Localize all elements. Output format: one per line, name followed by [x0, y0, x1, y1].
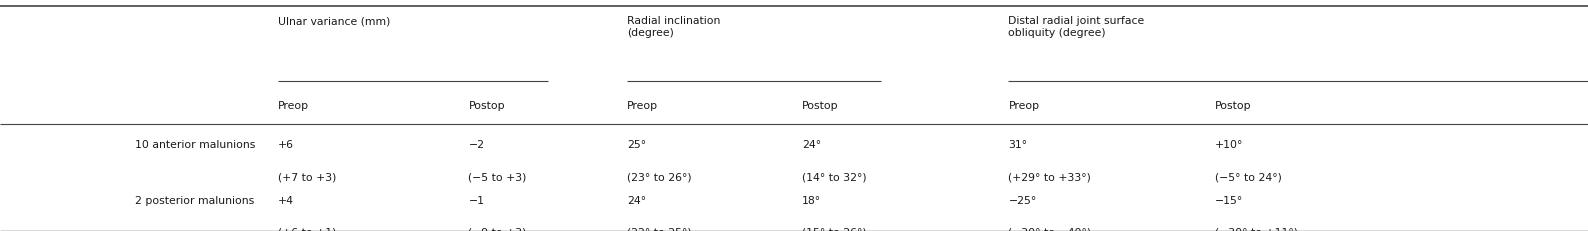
Text: Preop: Preop — [627, 100, 659, 110]
Text: 18°: 18° — [802, 195, 821, 205]
Text: Postop: Postop — [468, 100, 505, 110]
Text: 2 posterior malunions: 2 posterior malunions — [135, 195, 254, 205]
Text: (15° to 26°): (15° to 26°) — [802, 226, 867, 231]
Text: +10°: +10° — [1215, 140, 1243, 150]
Text: (23° to 26°): (23° to 26°) — [627, 172, 692, 182]
Text: +4: +4 — [278, 195, 294, 205]
Text: −15°: −15° — [1215, 195, 1243, 205]
Text: (−9 to +3): (−9 to +3) — [468, 226, 527, 231]
Text: Ulnar variance (mm): Ulnar variance (mm) — [278, 16, 391, 26]
Text: 10 anterior malunions: 10 anterior malunions — [135, 140, 256, 150]
Text: (−30° to +11°): (−30° to +11°) — [1215, 226, 1297, 231]
Text: (+29° to +33°): (+29° to +33°) — [1008, 172, 1091, 182]
Text: −1: −1 — [468, 195, 484, 205]
Text: −2: −2 — [468, 140, 484, 150]
Text: (14° to 32°): (14° to 32°) — [802, 172, 867, 182]
Text: Postop: Postop — [802, 100, 838, 110]
Text: 25°: 25° — [627, 140, 646, 150]
Text: Preop: Preop — [1008, 100, 1040, 110]
Text: 31°: 31° — [1008, 140, 1027, 150]
Text: Preop: Preop — [278, 100, 310, 110]
Text: (−5° to 24°): (−5° to 24°) — [1215, 172, 1282, 182]
Text: 24°: 24° — [627, 195, 646, 205]
Text: Distal radial joint surface
obliquity (degree): Distal radial joint surface obliquity (d… — [1008, 16, 1145, 38]
Text: Radial inclination
(degree): Radial inclination (degree) — [627, 16, 721, 38]
Text: (+7 to +3): (+7 to +3) — [278, 172, 337, 182]
Text: −25°: −25° — [1008, 195, 1037, 205]
Text: (22° to 25°): (22° to 25°) — [627, 226, 692, 231]
Text: (+6 to +1): (+6 to +1) — [278, 226, 337, 231]
Text: (−30° to −40°): (−30° to −40°) — [1008, 226, 1091, 231]
Text: (−5 to +3): (−5 to +3) — [468, 172, 527, 182]
Text: +6: +6 — [278, 140, 294, 150]
Text: Postop: Postop — [1215, 100, 1251, 110]
Text: 24°: 24° — [802, 140, 821, 150]
